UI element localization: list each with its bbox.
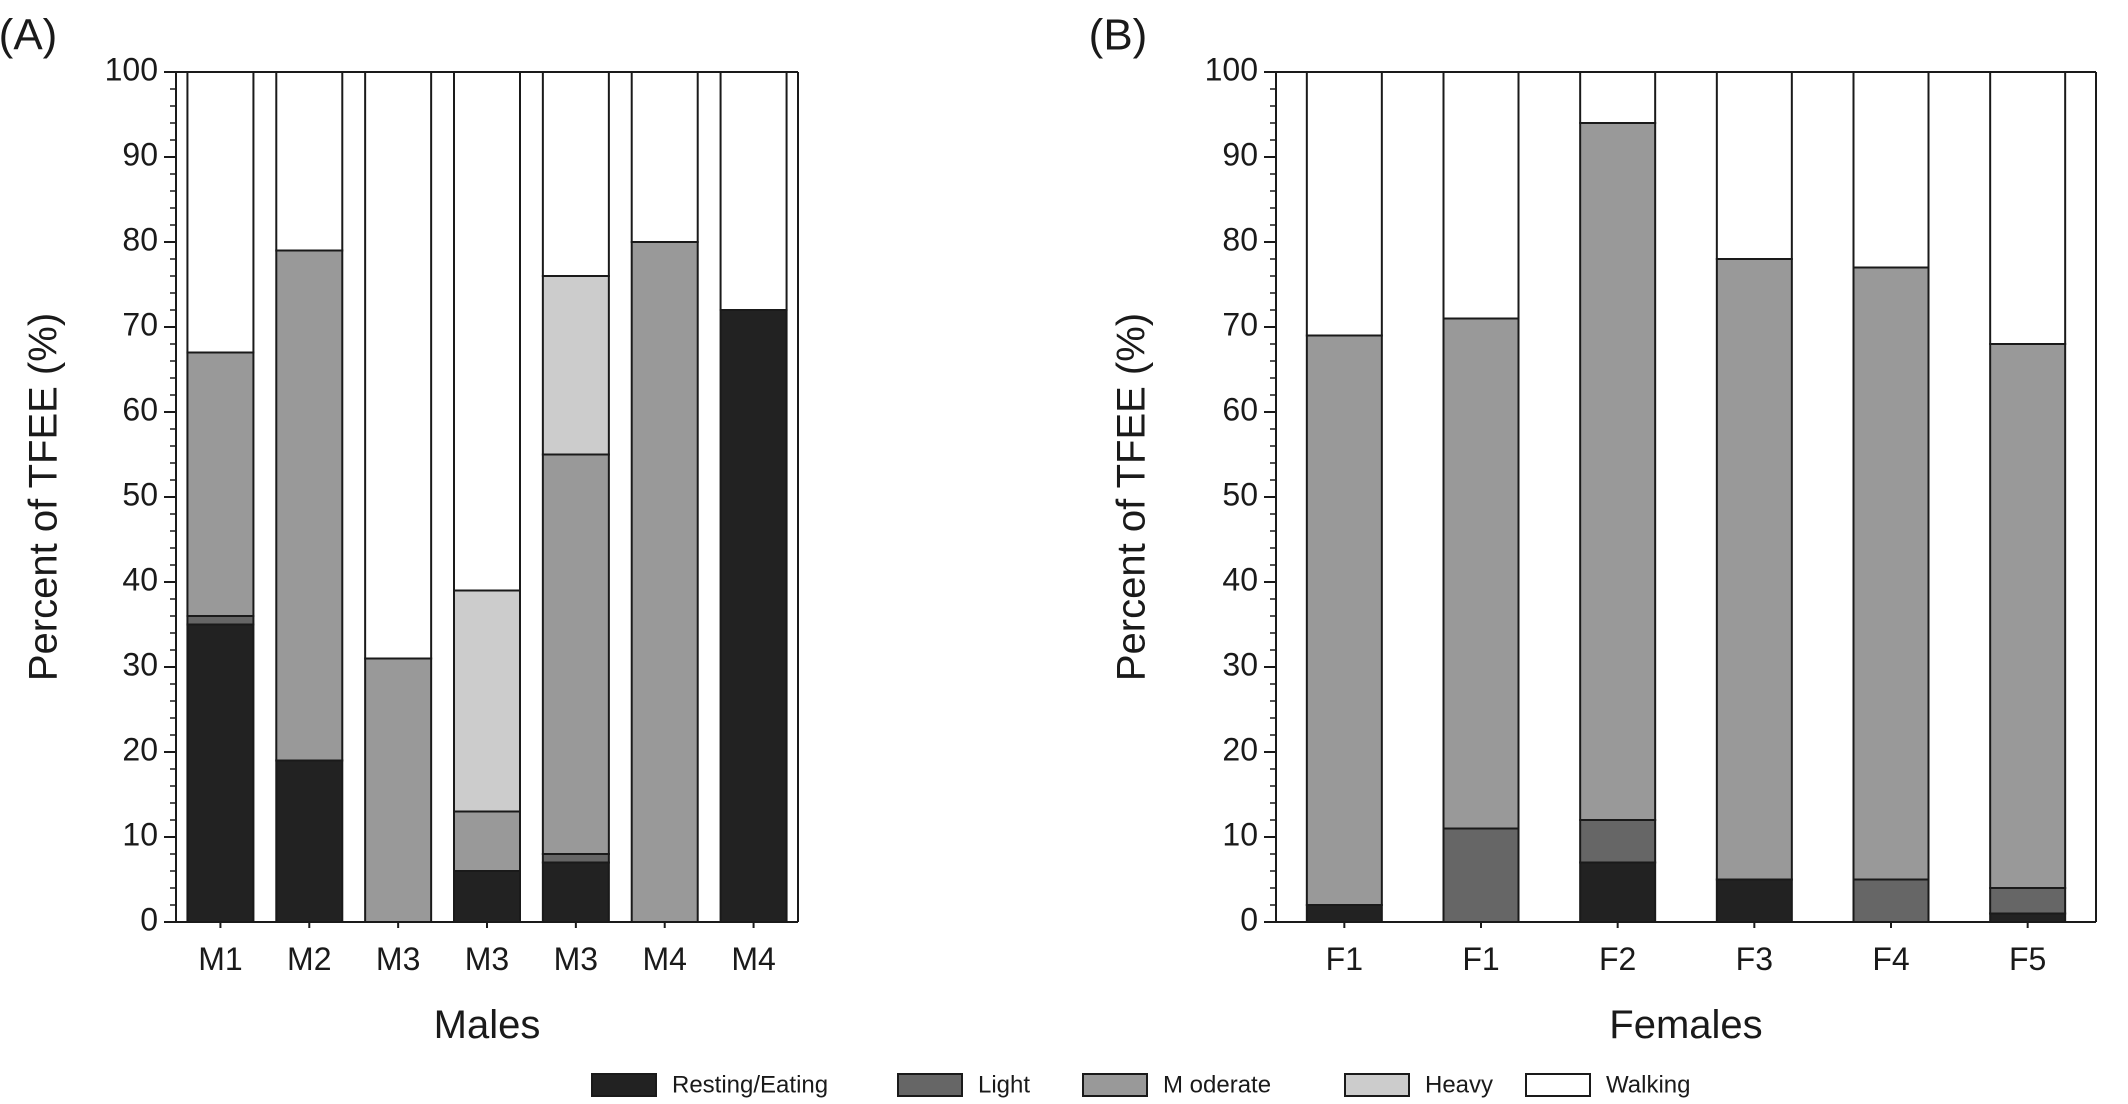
legend: Resting/Eating Light M oderate Heavy Walking — [591, 1071, 1690, 1098]
bar-segment-walking — [186, 71, 255, 354]
bar-segment-moderate — [630, 241, 699, 923]
bar-segment-resting-eating — [1579, 861, 1657, 923]
x-tick-label: M4 — [642, 941, 686, 977]
y-tick-label: 10 — [122, 816, 158, 852]
bar-segment-moderate — [541, 453, 610, 855]
bar-segment-walking — [275, 71, 344, 252]
panel-label: (B) — [1089, 11, 1148, 60]
bar-segment-heavy — [453, 589, 521, 813]
y-tick-label: 20 — [1222, 731, 1258, 767]
x-tick-label: F1 — [1326, 941, 1363, 977]
bar-segment-walking — [541, 71, 610, 277]
x-tick-label: M2 — [287, 941, 331, 977]
y-tick-label: 60 — [122, 391, 158, 427]
x-axis-title: Males — [434, 1003, 541, 1047]
y-tick-label: 80 — [1222, 221, 1258, 257]
legend-label: Light — [978, 1071, 1030, 1098]
bar-segment-resting-eating — [1989, 912, 2067, 923]
y-tick-label: 70 — [122, 306, 158, 342]
y-tick-label: 20 — [122, 731, 158, 767]
bar-segment-moderate — [186, 351, 255, 617]
x-tick-label: M3 — [376, 941, 420, 977]
y-axis-title: Percent of TFEE (%) — [1110, 313, 1154, 681]
legend-swatch-walking — [1525, 1073, 1591, 1097]
panel-label: (A) — [0, 11, 57, 60]
y-tick-label: 50 — [1222, 476, 1258, 512]
x-tick-label: M1 — [198, 941, 242, 977]
bar-segment-moderate — [364, 657, 433, 923]
bar-segment-light — [541, 853, 610, 864]
y-tick-label: 70 — [1222, 306, 1258, 342]
y-tick-label: 100 — [105, 51, 158, 87]
y-tick-label: 90 — [122, 136, 158, 172]
bar-segment-resting-eating — [1715, 878, 1793, 923]
y-tick-label: 100 — [1205, 51, 1258, 87]
x-tick-label: F4 — [1872, 941, 1909, 977]
bar-segment-walking — [630, 71, 699, 243]
panel-a: (A) M1 M2 M3 M3 M3 M4 M4 0 10 20 30 40 50 60 70 80 90 100 P… — [0, 11, 799, 1047]
bar-segment-light — [1442, 827, 1520, 923]
x-tick-label: F2 — [1599, 941, 1636, 977]
legend-label: Walking — [1606, 1071, 1690, 1098]
bar-segment-resting-eating — [453, 870, 521, 923]
x-axis-title: Females — [1609, 1003, 1762, 1047]
bar-segment-moderate — [1852, 266, 1930, 881]
bar-segment-resting-eating — [1305, 904, 1383, 923]
x-tick-label: M3 — [465, 941, 509, 977]
y-tick-label: 50 — [122, 476, 158, 512]
y-tick-label: 10 — [1222, 816, 1258, 852]
y-tick-label: 0 — [140, 901, 158, 937]
y-tick-label: 0 — [1240, 901, 1258, 937]
bar-segment-walking — [719, 71, 788, 311]
bar-segment-resting-eating — [719, 309, 788, 923]
bar-segment-resting-eating — [275, 759, 344, 923]
legend-label: M oderate — [1163, 1071, 1271, 1098]
legend-label: Resting/Eating — [672, 1071, 828, 1098]
x-tick-label: M3 — [554, 941, 598, 977]
y-tick-label: 40 — [1222, 561, 1258, 597]
bar-segment-walking — [364, 71, 433, 660]
bar-segment-walking — [1852, 71, 1930, 269]
bar-segment-moderate — [1715, 258, 1793, 881]
y-tick-label: 90 — [1222, 136, 1258, 172]
bar-segment-light — [1989, 887, 2067, 915]
y-tick-label: 80 — [122, 221, 158, 257]
bar-segment-moderate — [1989, 343, 2067, 889]
bar-segment-resting-eating — [186, 623, 255, 923]
legend-swatch-light — [897, 1073, 963, 1097]
y-tick-label: 30 — [1222, 646, 1258, 682]
bar-segment-moderate — [1442, 317, 1520, 830]
bar-segment-light — [1579, 819, 1657, 864]
legend-label: Heavy — [1425, 1071, 1493, 1098]
bar-segment-walking — [1989, 71, 2067, 345]
panel-b: (B) F1 F1 F2 F3 F4 F5 0 10 20 30 40 50 60 70 80 90 100 Per… — [1089, 11, 2097, 1047]
bar-segment-light — [1852, 878, 1930, 923]
y-tick-label: 60 — [1222, 391, 1258, 427]
x-tick-label: F1 — [1462, 941, 1499, 977]
bar-segment-walking — [453, 71, 521, 592]
legend-swatch-heavy — [1344, 1073, 1410, 1097]
bar-segment-resting-eating — [541, 861, 610, 923]
y-tick-label: 30 — [122, 646, 158, 682]
x-tick-label: M4 — [731, 941, 775, 977]
legend-swatch-moderate — [1082, 1073, 1148, 1097]
bar-segment-moderate — [275, 249, 344, 762]
bar-segment-walking — [1442, 71, 1520, 320]
bar-segment-walking — [1305, 71, 1383, 337]
bar-segment-light — [186, 615, 255, 626]
y-tick-label: 40 — [122, 561, 158, 597]
bar-segment-moderate — [453, 810, 521, 872]
x-tick-label: F3 — [1736, 941, 1773, 977]
bar-segment-walking — [1715, 71, 1793, 260]
bar-segment-walking — [1579, 71, 1657, 124]
legend-swatch-resting-eating — [591, 1073, 657, 1097]
x-tick-label: F5 — [2009, 941, 2046, 977]
bar-segment-heavy — [541, 275, 610, 456]
bar-segment-moderate — [1579, 122, 1657, 821]
bar-segment-moderate — [1305, 334, 1383, 906]
y-axis-title: Percent of TFEE (%) — [22, 313, 66, 681]
